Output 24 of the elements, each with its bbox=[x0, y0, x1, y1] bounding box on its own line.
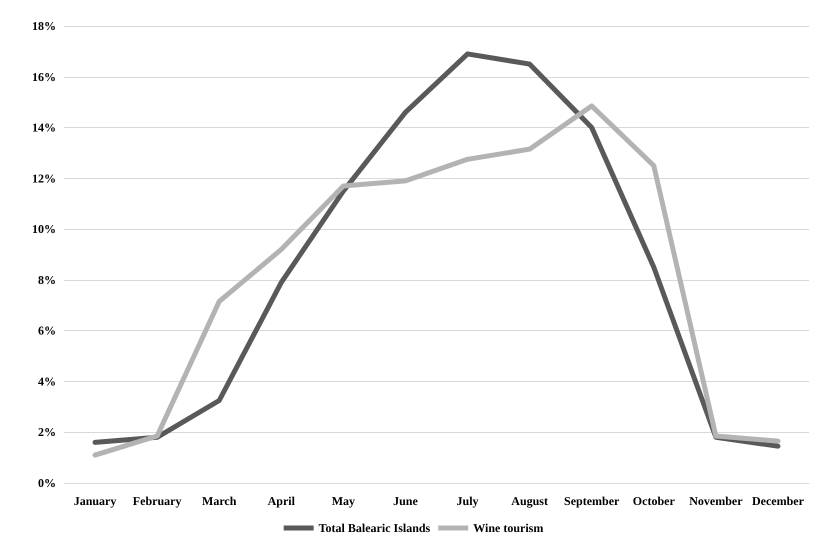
x-tick-label: September bbox=[564, 494, 620, 508]
x-tick-label: August bbox=[511, 494, 548, 508]
y-tick-label: 18% bbox=[32, 19, 56, 33]
x-tick-label: March bbox=[202, 494, 237, 508]
y-tick-label: 12% bbox=[32, 171, 56, 186]
y-tick-label: 2% bbox=[38, 425, 56, 440]
y-tick-label: 14% bbox=[32, 120, 56, 135]
y-tick-label: 10% bbox=[32, 222, 56, 236]
y-tick-label: 0% bbox=[38, 476, 56, 490]
y-tick-label: 6% bbox=[38, 324, 56, 338]
y-tick-label: 8% bbox=[38, 272, 56, 287]
x-tick-label: June bbox=[393, 494, 418, 508]
x-tick-label: October bbox=[632, 494, 676, 508]
legend-label: Wine tourism bbox=[473, 521, 544, 535]
legend-label: Total Balearic Islands bbox=[318, 521, 431, 535]
x-tick-label: December bbox=[752, 494, 805, 508]
x-tick-label: July bbox=[456, 494, 479, 508]
x-tick-label: January bbox=[74, 494, 116, 508]
x-tick-label: November bbox=[689, 494, 744, 508]
y-tick-label: 16% bbox=[32, 70, 56, 84]
x-tick-label: April bbox=[268, 494, 296, 508]
x-tick-label: May bbox=[332, 494, 356, 508]
x-tick-label: February bbox=[132, 494, 182, 508]
y-tick-label: 4% bbox=[38, 374, 56, 388]
